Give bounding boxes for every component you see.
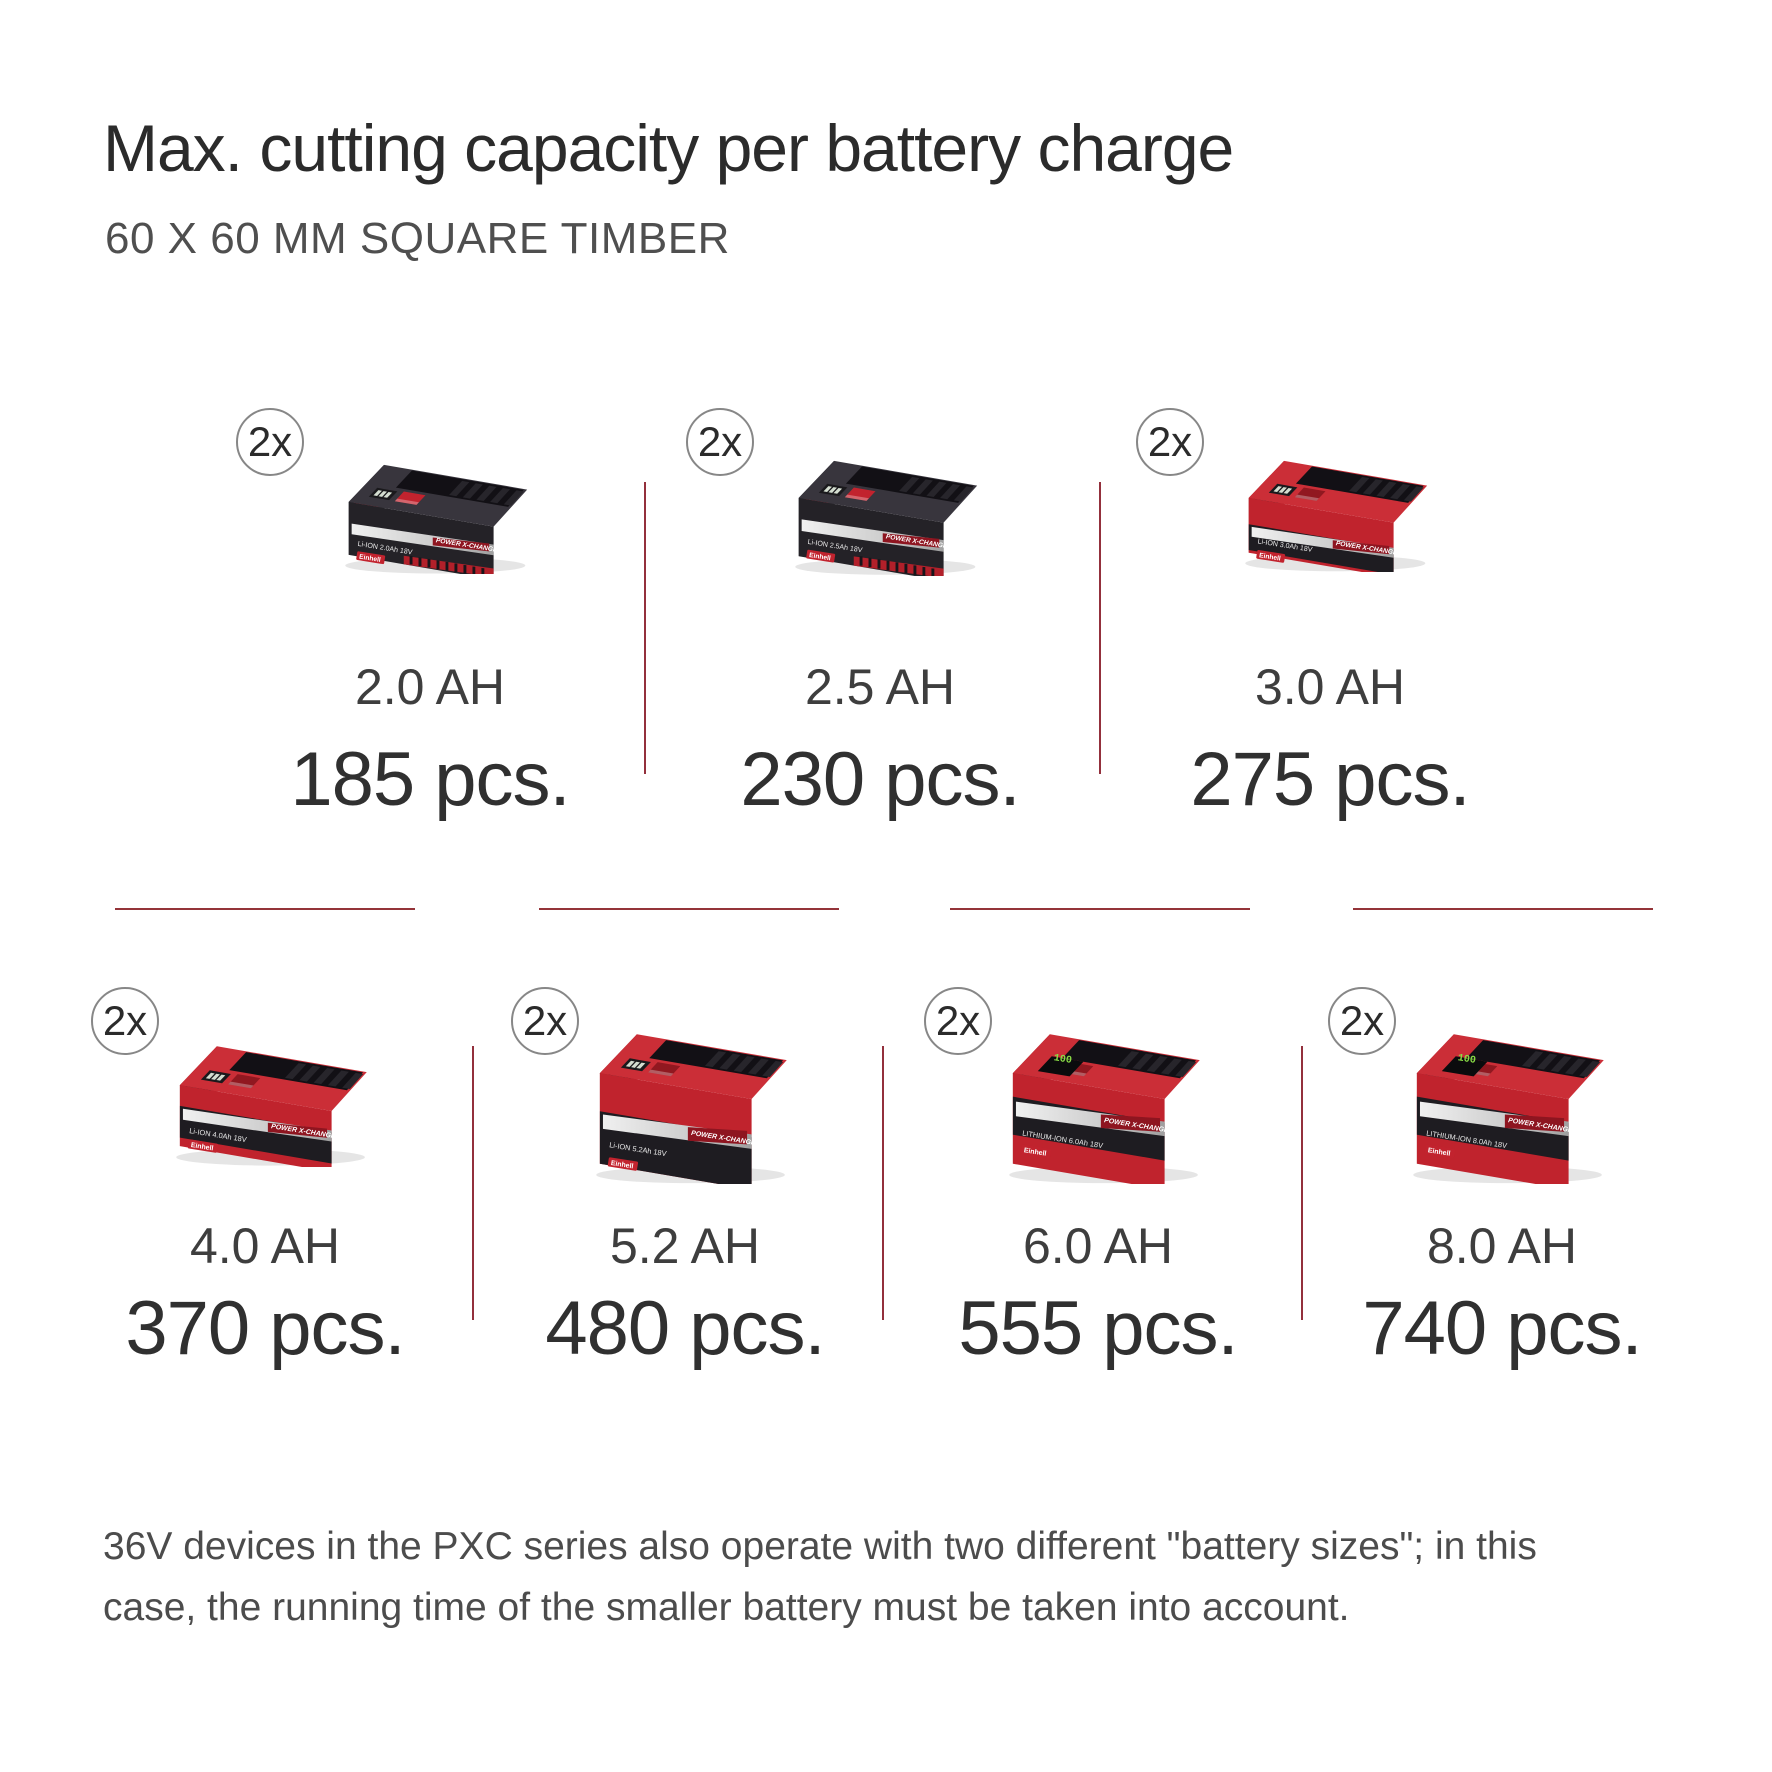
svg-text:100: 100 <box>1457 1053 1477 1067</box>
quantity-badge-label: 2x <box>697 418 743 465</box>
quantity-badge-label: 2x <box>102 997 148 1044</box>
battery-image-2-5ah: POWER X-CHANGE Li-ION 2.5Ah 18V Einhell <box>774 452 986 581</box>
pieces-label: 555 pcs. <box>958 1286 1238 1371</box>
quantity-badge-label: 2x <box>247 418 293 465</box>
battery-image-4-0ah: POWER X-CHANGE Li-ION 4.0Ah 18V Einhell <box>154 1037 376 1173</box>
pieces-label: 230 pcs. <box>740 737 1020 822</box>
capacity-label: 4.0 AH <box>189 1218 341 1274</box>
divider-horizontal <box>950 908 1250 910</box>
capacity-label: 8.0 AH <box>1426 1218 1578 1274</box>
svg-text:Einhell: Einhell <box>1259 552 1282 562</box>
page-subtitle: 60 X 60 MM SQUARE TIMBER <box>105 214 730 263</box>
battery-card-2-5ah: 2x POWER X-CHANGE Li-ION 2.5Ah 18V Einhel… <box>670 408 1090 848</box>
pieces-label: 740 pcs. <box>1362 1286 1642 1371</box>
battery-card-8-0ah: 2x POWER X-CHANGE LITHIUM-ION 8.0Ah 18V E… <box>1292 985 1712 1425</box>
capacity-label: 3.0 AH <box>1254 659 1406 715</box>
divider-vertical <box>1301 1046 1303 1320</box>
pieces-label: 275 pcs. <box>1190 737 1470 822</box>
capacity-label: 6.0 AH <box>1022 1218 1174 1274</box>
capacity-label: 2.0 AH <box>354 659 506 715</box>
footer-note: 36V devices in the PXC series also opera… <box>103 1516 1537 1638</box>
svg-text:Einhell: Einhell <box>190 1142 214 1152</box>
battery-card-3-0ah: 2x POWER X-CHANGE Li-ION 3.0Ah 18V Einhel… <box>1120 408 1540 848</box>
svg-text:Einhell: Einhell <box>610 1160 634 1170</box>
quantity-badge: 2x <box>91 987 159 1055</box>
svg-text:Einhell: Einhell <box>1023 1147 1047 1157</box>
battery-image-8-0ah: POWER X-CHANGE LITHIUM-ION 8.0Ah 18V Einh… <box>1391 1025 1613 1190</box>
quantity-badge: 2x <box>511 987 579 1055</box>
battery-card-4-0ah: 2x POWER X-CHANGE Li-ION 4.0Ah 18V Einhel… <box>55 985 475 1425</box>
battery-card-5-2ah: 2x POWER X-CHANGE Li-ION 5.2Ah 18V Einhel… <box>475 985 895 1425</box>
quantity-badge-label: 2x <box>1339 997 1385 1044</box>
divider-vertical <box>1099 482 1101 774</box>
quantity-badge: 2x <box>236 408 304 476</box>
battery-image-6-0ah: POWER X-CHANGE LITHIUM-ION 6.0Ah 18V Einh… <box>987 1025 1209 1190</box>
divider-horizontal <box>1353 908 1653 910</box>
capacity-label: 5.2 AH <box>609 1218 761 1274</box>
battery-image-5-2ah: POWER X-CHANGE Li-ION 5.2Ah 18V Einhell <box>574 1025 796 1190</box>
battery-card-6-0ah: 2x POWER X-CHANGE LITHIUM-ION 6.0Ah 18V E… <box>888 985 1308 1425</box>
svg-text:Einhell: Einhell <box>809 552 832 562</box>
quantity-badge: 2x <box>686 408 754 476</box>
divider-vertical <box>472 1046 474 1320</box>
quantity-badge: 2x <box>1328 987 1396 1055</box>
footer-note-line2: case, the running time of the smaller ba… <box>103 1586 1350 1629</box>
quantity-badge-label: 2x <box>522 997 568 1044</box>
capacity-label: 2.5 AH <box>804 659 956 715</box>
quantity-badge-label: 2x <box>935 997 981 1044</box>
svg-text:Einhell: Einhell <box>359 554 382 564</box>
svg-text:Einhell: Einhell <box>1427 1147 1451 1157</box>
pieces-label: 370 pcs. <box>125 1286 405 1371</box>
battery-card-2-0ah: 2x POWER X-CHANGE Li-ION 2.0Ah 18V Einhel… <box>220 408 640 848</box>
divider-horizontal <box>115 908 415 910</box>
battery-image-2-0ah: POWER X-CHANGE Li-ION 2.0Ah 18V Einhell <box>324 456 536 580</box>
divider-vertical <box>882 1046 884 1320</box>
divider-vertical <box>644 482 646 774</box>
divider-horizontal <box>539 908 839 910</box>
page-title: Max. cutting capacity per battery charge <box>103 111 1234 185</box>
quantity-badge-label: 2x <box>1147 418 1193 465</box>
quantity-badge: 2x <box>1136 408 1204 476</box>
quantity-badge: 2x <box>924 987 992 1055</box>
svg-text:100: 100 <box>1053 1053 1073 1067</box>
battery-image-3-0ah: POWER X-CHANGE Li-ION 3.0Ah 18V Einhell <box>1224 452 1436 578</box>
footer-note-line1: 36V devices in the PXC series also opera… <box>103 1525 1537 1568</box>
pieces-label: 480 pcs. <box>545 1286 825 1371</box>
pieces-label: 185 pcs. <box>290 737 570 822</box>
